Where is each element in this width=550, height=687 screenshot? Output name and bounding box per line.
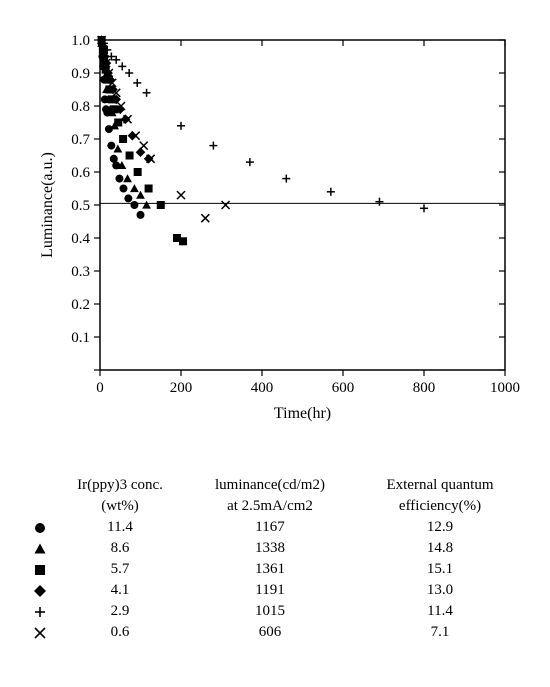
svg-text:0.3: 0.3: [71, 264, 90, 280]
row-conc: 4.1: [55, 580, 185, 601]
svg-text:400: 400: [251, 380, 274, 396]
row-lum: 1191: [185, 580, 355, 601]
row-lum: 1015: [185, 601, 355, 622]
svg-text:0.4: 0.4: [71, 231, 90, 247]
svg-text:Time(hr): Time(hr): [274, 405, 331, 422]
table-row: 5.7 1361 15.1: [25, 559, 525, 580]
row-conc: 0.6: [55, 622, 185, 643]
table-header-row-1: Ir(ppy)3 conc. luminance(cd/m2) External…: [25, 475, 525, 496]
svg-text:0.1: 0.1: [71, 330, 90, 346]
luminance-decay-chart: 0 200 400 600 800 1000 0.1 0.2 0.3 0.4 0.5 0.6 0.7 0.…: [25, 20, 525, 445]
row-eff: 7.1: [355, 622, 525, 643]
svg-text:600: 600: [332, 380, 355, 396]
row-lum: 1167: [185, 517, 355, 538]
svg-text:0.7: 0.7: [71, 132, 90, 148]
svg-text:1.0: 1.0: [71, 33, 90, 49]
svg-text:800: 800: [413, 380, 436, 396]
svg-text:0.9: 0.9: [71, 66, 90, 82]
row-marker-icon: [25, 520, 55, 536]
header-lum-2: at 2.5mA/cm2: [185, 496, 355, 517]
row-marker-icon: [25, 562, 55, 578]
header-eff-2: efficiency(%): [355, 496, 525, 517]
row-eff: 11.4: [355, 601, 525, 622]
row-conc: 5.7: [55, 559, 185, 580]
row-lum: 606: [185, 622, 355, 643]
table-row: 2.9 1015 11.4: [25, 601, 525, 622]
row-marker-icon: [25, 583, 55, 599]
row-conc: 8.6: [55, 538, 185, 559]
row-lum: 1361: [185, 559, 355, 580]
svg-text:200: 200: [170, 380, 193, 396]
row-conc: 2.9: [55, 601, 185, 622]
svg-text:Luminance(a.u.): Luminance(a.u.): [39, 152, 56, 258]
legend-table: Ir(ppy)3 conc. luminance(cd/m2) External…: [25, 475, 525, 643]
svg-text:0: 0: [96, 380, 104, 396]
row-marker-icon: [25, 541, 55, 557]
table-row: 0.6 606 7.1: [25, 622, 525, 643]
svg-text:0.5: 0.5: [71, 198, 90, 214]
row-marker-icon: [25, 604, 55, 620]
chart-svg: 0 200 400 600 800 1000 0.1 0.2 0.3 0.4 0.5 0.6 0.7 0.…: [25, 20, 525, 440]
row-lum: 1338: [185, 538, 355, 559]
header-eff-1: External quantum: [355, 475, 525, 496]
row-eff: 14.8: [355, 538, 525, 559]
table-header-row-2: (wt%) at 2.5mA/cm2 efficiency(%): [25, 496, 525, 517]
row-eff: 13.0: [355, 580, 525, 601]
header-conc-2: (wt%): [55, 496, 185, 517]
row-marker-icon: [25, 625, 55, 641]
header-lum-1: luminance(cd/m2): [185, 475, 355, 496]
row-conc: 11.4: [55, 517, 185, 538]
svg-text:1000: 1000: [490, 380, 520, 396]
svg-text:0.8: 0.8: [71, 99, 90, 115]
table-row: 11.4 1167 12.9: [25, 517, 525, 538]
svg-text:0.6: 0.6: [71, 165, 90, 181]
table-row: 4.1 1191 13.0: [25, 580, 525, 601]
table-row: 8.6 1338 14.8: [25, 538, 525, 559]
row-eff: 12.9: [355, 517, 525, 538]
row-eff: 15.1: [355, 559, 525, 580]
header-conc-1: Ir(ppy)3 conc.: [55, 475, 185, 496]
svg-text:0.2: 0.2: [71, 297, 90, 313]
